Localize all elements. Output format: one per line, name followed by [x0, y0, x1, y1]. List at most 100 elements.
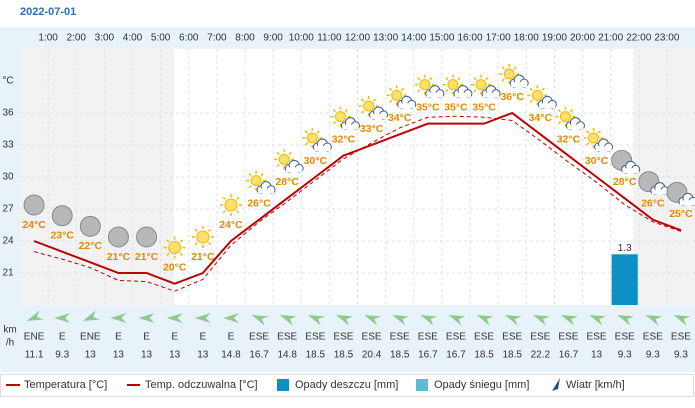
icon-ray: [179, 239, 183, 243]
icon-ray: [248, 173, 252, 177]
icon-ray: [597, 130, 602, 134]
wind-arrow: [307, 315, 325, 326]
x-tick-label: 15:00: [429, 33, 454, 44]
x-tick-label: 16:00: [457, 33, 482, 44]
wind-arrow: [251, 315, 269, 326]
icon-ray: [222, 210, 226, 214]
wind-arrow: [561, 315, 578, 326]
icon-ray: [372, 98, 377, 102]
icon-ray: [360, 98, 365, 102]
wind-speed: 18.5: [474, 350, 494, 361]
icon-cloud: [398, 103, 415, 109]
temperature-label: 26°C: [641, 197, 665, 209]
temperature-label: 20°C: [163, 261, 187, 273]
icon-sun: [559, 111, 571, 123]
wind-speed: 14.8: [221, 350, 241, 361]
wind-arrow: [336, 315, 353, 326]
icon-ray: [417, 89, 421, 93]
icon-cloud: [622, 168, 639, 174]
x-tick-label: 19:00: [542, 33, 567, 44]
icon-ray: [316, 130, 320, 134]
y-unit: °C: [2, 76, 13, 87]
wind-speed: 9.3: [646, 350, 660, 361]
icon-ray: [207, 242, 212, 246]
wind-arrow: [110, 313, 127, 323]
icon-sun: [250, 175, 262, 187]
icon-cloud: [567, 124, 584, 130]
icon-ray: [541, 87, 545, 91]
icon-ray: [445, 77, 449, 81]
wind-speed: 14.8: [277, 350, 297, 361]
temperature-label: 32°C: [557, 133, 581, 145]
temperature-label: 26°C: [247, 197, 271, 209]
wind-arrow: [392, 315, 409, 326]
temperature-label: 33°C: [360, 123, 384, 135]
temperature-label: 36°C: [500, 91, 524, 103]
legend-label: Temp. odczuwalna [°C]: [145, 379, 258, 391]
wind-arrow: [504, 315, 522, 326]
icon-ray: [276, 151, 280, 155]
wind-arrow: [673, 315, 691, 326]
wind-arrow: [448, 315, 466, 326]
wind-speed: 13: [113, 350, 125, 361]
wind-direction: ESE: [587, 332, 607, 343]
icon-ray: [260, 173, 264, 177]
x-tick-label: 14:00: [401, 33, 426, 44]
icon-ray: [288, 151, 292, 155]
wind-speed: 11.1: [25, 350, 44, 361]
icon-sun: [503, 68, 515, 80]
icon-ray: [304, 130, 308, 134]
wind-direction: ESE: [474, 332, 494, 343]
temperature-label: 30°C: [585, 155, 609, 167]
icon-cloud: [342, 124, 359, 130]
temperature-label: 23°C: [50, 229, 74, 241]
icon-ray: [236, 196, 240, 200]
icon-ray: [445, 89, 449, 93]
x-tick-label: 11:00: [317, 33, 342, 44]
temperature-label: 30°C: [304, 155, 328, 167]
icon-ray: [401, 87, 405, 91]
wind-arrow: [54, 313, 71, 323]
wind-speed: 16.7: [249, 350, 269, 361]
temperature-label: 35°C: [472, 101, 496, 113]
wind-arrow: [166, 313, 183, 323]
temperature-label: 34°C: [529, 112, 553, 124]
wind-speed: 18.5: [390, 350, 410, 361]
icon-cloud: [286, 167, 303, 173]
icon-ray: [473, 89, 477, 93]
x-tick-label: 9:00: [263, 33, 283, 44]
icon-cloud: [426, 92, 443, 98]
wind-direction: ESE: [277, 332, 297, 343]
wind-direction: ESE: [418, 332, 438, 343]
icon-cloud: [651, 189, 668, 195]
wind-speed: 9.3: [674, 350, 688, 361]
y-tick-label: 30: [2, 172, 14, 183]
temperature-label: 35°C: [416, 101, 440, 113]
icon-ray: [501, 66, 505, 70]
x-tick-label: 18:00: [514, 33, 539, 44]
icon-ray: [485, 77, 489, 81]
wind-unit: km: [3, 325, 16, 336]
x-tick-label: 13:00: [373, 33, 398, 44]
icon-ray: [569, 109, 574, 113]
wind-direction: ESE: [502, 332, 522, 343]
wind-arrow: [420, 315, 438, 326]
icon-ray: [585, 130, 590, 134]
wind-speed: 16.7: [418, 350, 438, 361]
wind-band: [20, 305, 695, 372]
icon-moon: [136, 226, 158, 248]
icon-cloud: [511, 82, 528, 87]
wind-direction: ESE: [305, 332, 325, 343]
wind-speed: 20.4: [362, 350, 382, 361]
x-tick-label: 17:00: [486, 33, 511, 44]
x-tick-label: 3:00: [95, 33, 115, 44]
icon-ray: [166, 252, 170, 256]
left-band: [0, 27, 20, 372]
icon-ray: [360, 110, 365, 114]
wind-direction: ENE: [24, 332, 45, 343]
y-tick-label: 24: [2, 236, 14, 247]
temperature-label: 34°C: [388, 112, 412, 124]
wind-arrow: [532, 315, 550, 326]
wind-arrow: [82, 310, 100, 321]
x-tick-label: 12:00: [345, 33, 370, 44]
